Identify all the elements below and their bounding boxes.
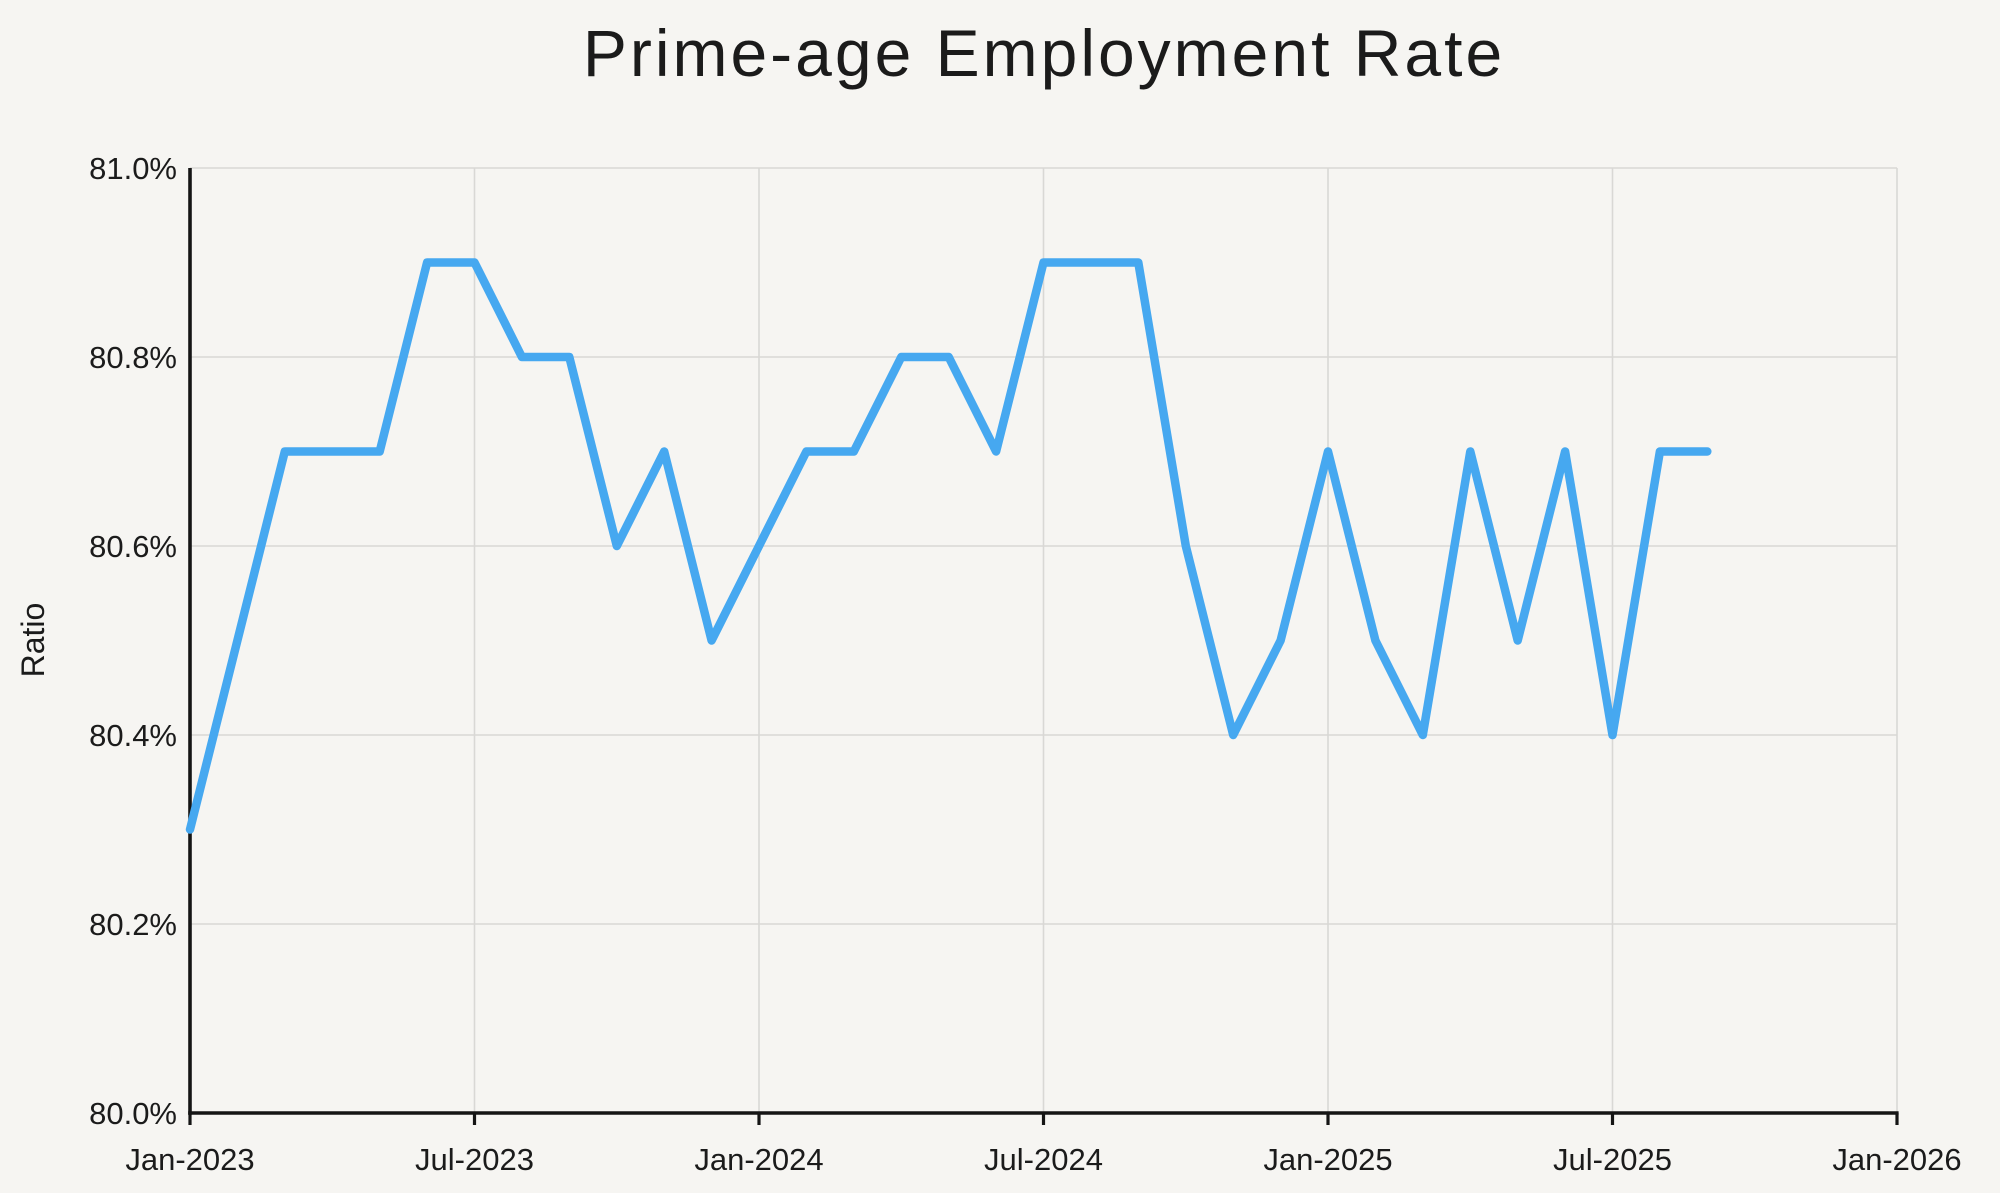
gridlines [190, 167, 1898, 1113]
employment-rate-line [185, 258, 1712, 834]
y-tick-label: 80.2% [89, 907, 177, 942]
y-tick-label: 80.0% [89, 1096, 177, 1131]
x-tick-label: Jan-2024 [694, 1142, 823, 1177]
x-tick-label: Jul-2023 [415, 1142, 534, 1177]
x-tick-label: Jan-2023 [125, 1142, 254, 1177]
y-tick-label: 81.0% [89, 151, 177, 186]
x-tick-label: Jan-2025 [1263, 1142, 1392, 1177]
y-tick-label: 80.8% [89, 340, 177, 375]
x-tick-label: Jul-2024 [984, 1142, 1103, 1177]
y-tick-label: 80.6% [89, 529, 177, 564]
tick-labels: 80.0% 80.2% 80.4% 80.6% 80.8% 81.0% Jan-2023 Ju… [89, 151, 1962, 1177]
y-axis-label: Ratio [15, 603, 51, 678]
y-tick-label: 80.4% [89, 718, 177, 753]
x-tick-label: Jul-2025 [1553, 1142, 1672, 1177]
chart-title: Prime-age Employment Rate [583, 16, 1505, 90]
axes [188, 168, 1899, 1125]
x-tick-label: Jan-2026 [1832, 1142, 1961, 1177]
data-series [185, 258, 1712, 834]
